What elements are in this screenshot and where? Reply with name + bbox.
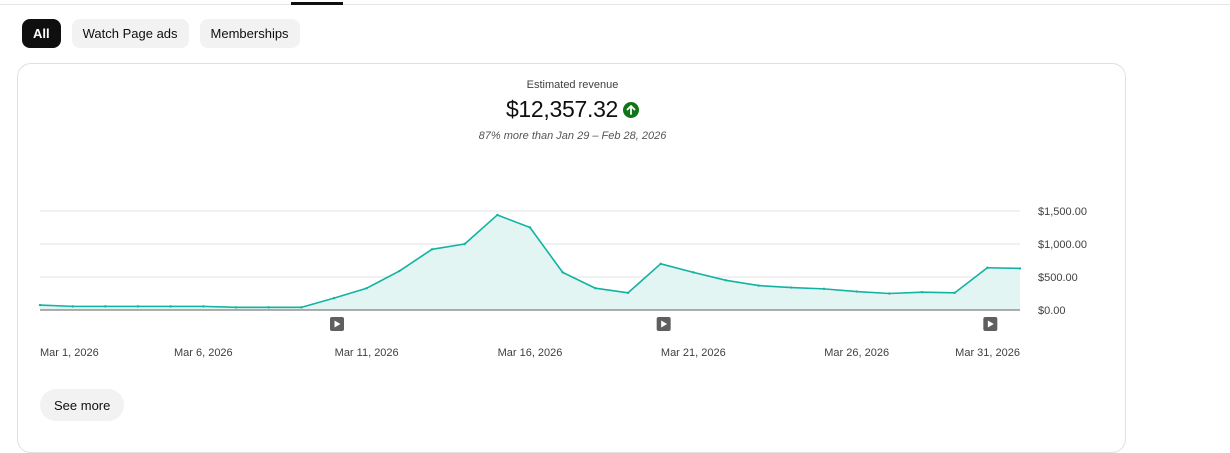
data-point [986,266,989,269]
data-point [71,305,74,308]
x-tick-label: Mar 26, 2026 [824,347,889,359]
data-point [430,248,434,251]
arrow-up-circle-icon [623,102,640,118]
data-point [822,287,826,291]
data-point [790,286,793,289]
series-area [40,214,1020,310]
play-icon [661,320,668,328]
data-point [365,287,368,290]
data-point [1018,267,1022,270]
data-point [38,303,42,307]
metric-value: $12,357.32 [505,96,619,122]
data-point [953,291,956,295]
data-point [659,262,662,265]
x-tick-label: Mar 11, 2026 [335,347,399,359]
x-tick-label: Mar 31, 2026 [955,347,1020,359]
data-point [528,226,532,229]
x-tick-label: Mar 21, 2026 [661,347,726,359]
play-icon [987,320,994,328]
x-tick-label: Mar 16, 2026 [498,347,563,359]
data-point [300,306,303,309]
y-tick-label: $1,500.00 [1038,206,1087,218]
filter-chips: All Watch Page ads Memberships [22,19,300,48]
x-tick-label: Mar 1, 2026 [40,347,99,359]
data-point [463,242,466,246]
data-point [267,306,270,309]
y-tick-label: $1,000.00 [1038,239,1087,251]
data-point [104,305,107,308]
data-point [920,290,924,294]
data-point [332,296,336,300]
chip-watch-page-ads[interactable]: Watch Page ads [71,19,189,48]
data-point [724,279,728,282]
y-tick-label: $0.00 [1038,305,1066,317]
metric-comparison: 87% more than Jan 29 – Feb 28, 2026 [478,130,667,142]
play-icon [334,320,341,328]
revenue-card: Estimated revenue $12,357.32 87% more th… [17,63,1126,453]
data-point [169,305,172,308]
data-point [234,306,238,309]
data-point [561,271,564,274]
see-more-button[interactable]: See more [40,389,125,421]
data-point [594,287,597,290]
data-point [626,291,630,295]
chip-memberships[interactable]: Memberships [199,19,300,48]
data-point [136,305,140,308]
active-tab-indicator [291,2,343,5]
metric-label: Estimated revenue [526,79,619,91]
x-tick-label: Mar 6, 2026 [174,347,233,359]
data-point [398,269,401,273]
top-divider [0,4,1230,5]
data-point [692,271,695,274]
metric-row: $12,357.32 [18,96,1127,123]
data-point [202,305,205,308]
revenue-chart: $0.00 $500.00 $1,000.00 $1,500.00 Mar 1, 202… [38,206,1087,359]
y-tick-label: $500.00 [1038,272,1078,284]
data-point [757,284,760,287]
data-point [496,213,499,217]
data-point [855,290,858,293]
data-point [888,292,891,295]
chip-all[interactable]: All [22,19,61,48]
